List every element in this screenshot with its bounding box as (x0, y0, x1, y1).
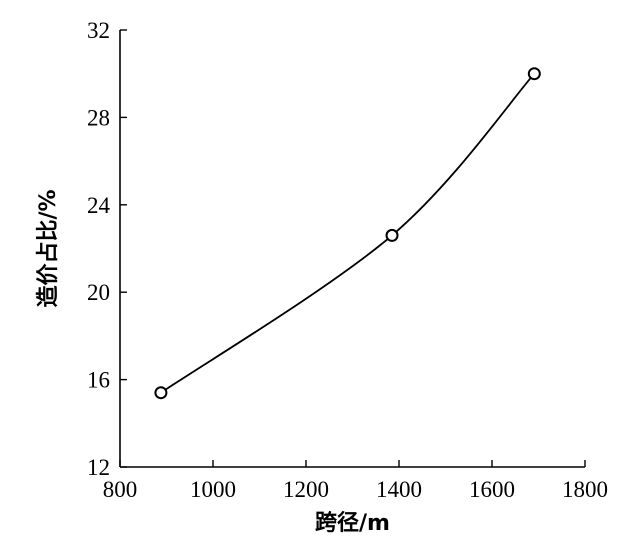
y-tick-label: 20 (87, 280, 110, 305)
data-point (154, 386, 168, 400)
y-tick-label: 28 (87, 105, 110, 130)
y-tick-label: 32 (87, 18, 110, 43)
x-tick-label: 1400 (376, 477, 422, 502)
x-tick-label: 1000 (190, 477, 236, 502)
x-axis-title: 跨径/m (315, 510, 390, 536)
x-ticks: 800 1000 1200 1400 1600 1800 (103, 460, 608, 502)
data-point (385, 228, 399, 242)
x-tick-label: 800 (103, 477, 138, 502)
y-ticks: 12 16 20 24 28 32 (87, 18, 127, 480)
series-layer (154, 67, 541, 400)
x-tick-label: 1200 (283, 477, 329, 502)
data-point (527, 67, 541, 81)
x-tick-label: 1800 (562, 477, 608, 502)
y-tick-label: 24 (87, 193, 111, 218)
y-tick-label: 12 (87, 455, 110, 480)
series-line (160, 73, 535, 394)
y-tick-label: 16 (87, 368, 110, 393)
x-tick-label: 1600 (469, 477, 515, 502)
axes (119, 30, 585, 468)
y-axis-title: 造价占比/% (36, 189, 61, 307)
